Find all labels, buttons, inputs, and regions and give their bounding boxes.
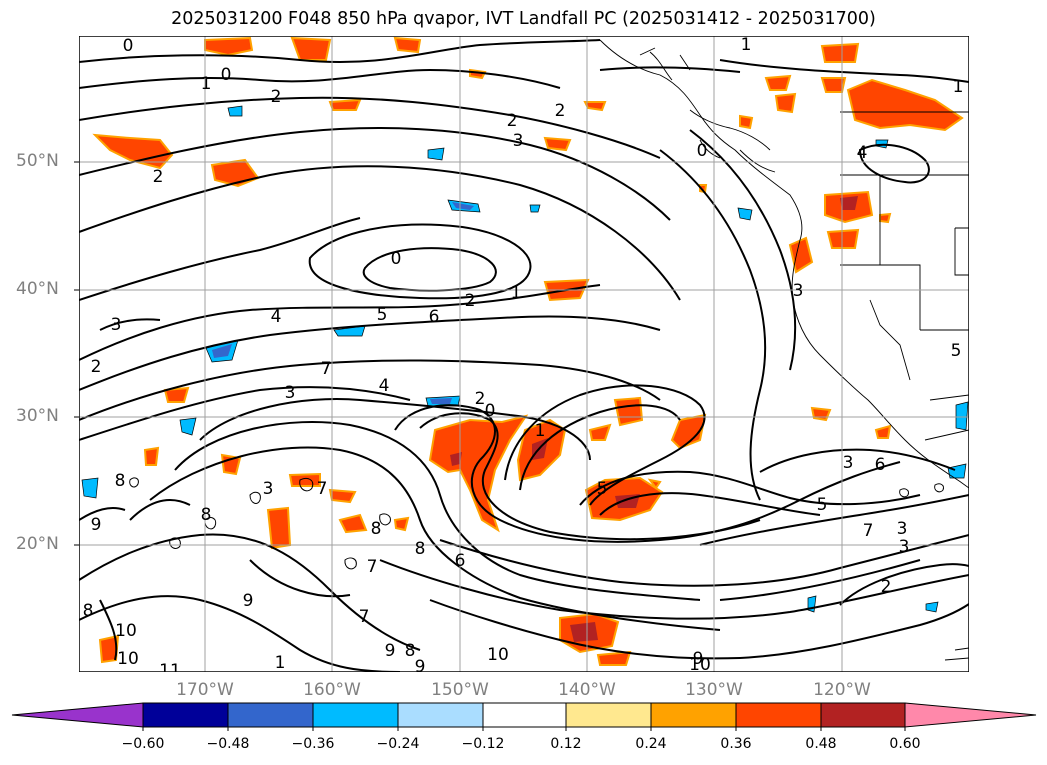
- lat-label-20n: 20°N: [16, 534, 59, 554]
- contour-label: 2: [91, 357, 102, 377]
- contour-label: 8: [83, 601, 94, 621]
- contour-label: 0: [697, 141, 708, 161]
- contour-label: 0: [391, 249, 402, 269]
- contour-label: 4: [271, 307, 282, 327]
- contour-label: 1: [201, 74, 212, 94]
- lon-label-120w: 120°W: [797, 680, 887, 700]
- colorbar-tick-label: −0.12: [448, 736, 518, 752]
- lat-label-40n: 40°N: [16, 279, 59, 299]
- lon-label-130w: 130°W: [669, 680, 759, 700]
- map-panel: 0 0 1 2 2 2 3 2 0 2 1 5 6 4 3 2 7 4 3 2 …: [79, 35, 969, 681]
- contour-label: 10: [487, 645, 509, 665]
- contour-label: 1: [535, 421, 546, 441]
- contour-label: 1: [741, 35, 752, 55]
- contour-label: 7: [317, 479, 328, 499]
- contour-label: 5: [597, 479, 608, 499]
- contour-label: 7: [321, 359, 332, 379]
- contour-label: 6: [455, 551, 466, 571]
- lat-label-30n: 30°N: [16, 406, 59, 426]
- lon-label-160w: 160°W: [287, 680, 377, 700]
- colorbar-tick-label: −0.60: [108, 736, 178, 752]
- lon-label-170w: 170°W: [160, 680, 250, 700]
- contour-label: 3: [263, 479, 274, 499]
- axis-ticks: [74, 162, 79, 545]
- contour-label: 4: [379, 376, 390, 396]
- contour-label: 10: [117, 649, 139, 669]
- colorbar-extend-high: [905, 703, 1036, 727]
- contour-label: 2: [881, 577, 892, 597]
- contour-label: 8: [415, 539, 426, 559]
- contour-label: 3: [897, 519, 908, 539]
- contour-label: 2: [555, 101, 566, 121]
- contour-label: 7: [359, 607, 370, 627]
- contour-label: 9: [243, 591, 254, 611]
- contour-label: 2: [271, 87, 282, 107]
- contour-label: 8: [201, 505, 212, 525]
- contour-label: 9: [415, 657, 426, 677]
- contour-label: 3: [793, 281, 804, 301]
- contour-label: 7: [367, 557, 378, 577]
- contour-label: 2: [507, 111, 518, 131]
- contour-label: 0: [485, 401, 496, 421]
- lon-label-150w: 150°W: [415, 680, 505, 700]
- contour-label: 4: [857, 143, 868, 163]
- contour-label: 9: [385, 641, 396, 661]
- contour-label: 0: [123, 36, 134, 56]
- colorbar-tick-label: 0.24: [616, 736, 686, 752]
- contour-label: 1: [953, 77, 964, 97]
- colorbar: [12, 703, 1036, 731]
- contour-label: 8: [371, 519, 382, 539]
- colorbar-tick-label: 0.48: [786, 736, 856, 752]
- colorbar-tick-label: 0.60: [870, 736, 940, 752]
- colorbar-tick-label: −0.24: [363, 736, 433, 752]
- contour-label: 2: [153, 167, 164, 187]
- contour-label: 6: [429, 307, 440, 327]
- lat-label-50n: 50°N: [16, 151, 59, 171]
- contour-label: 1: [275, 653, 286, 673]
- contour-label: 1: [511, 283, 522, 303]
- colorbar-tick-label: −0.48: [193, 736, 263, 752]
- contour-label: 3: [285, 383, 296, 403]
- contour-label: 10: [115, 621, 137, 641]
- contour-label: 7: [863, 521, 874, 541]
- contour-label: 8: [115, 471, 126, 491]
- contour-label: 0: [221, 65, 232, 85]
- colorbar-extend-low: [12, 703, 143, 727]
- contour-label: 2: [465, 291, 476, 311]
- colorbar-tick-label: −0.36: [278, 736, 348, 752]
- contour-label: 11: [159, 661, 181, 681]
- contour-label: 3: [843, 453, 854, 473]
- contour-label: 6: [875, 455, 886, 475]
- colorbar-tick-label: 0.36: [701, 736, 771, 752]
- contour-label: 3: [111, 315, 122, 335]
- colorbar-tick-label: 0.12: [531, 736, 601, 752]
- contour-label: 9: [91, 515, 102, 535]
- lon-label-140w: 140°W: [542, 680, 632, 700]
- contour-label: 3: [513, 131, 524, 151]
- contour-label: 3: [899, 537, 910, 557]
- contour-label: 5: [951, 341, 962, 361]
- contour-label: 5: [817, 495, 828, 515]
- contour-label: 5: [377, 305, 388, 325]
